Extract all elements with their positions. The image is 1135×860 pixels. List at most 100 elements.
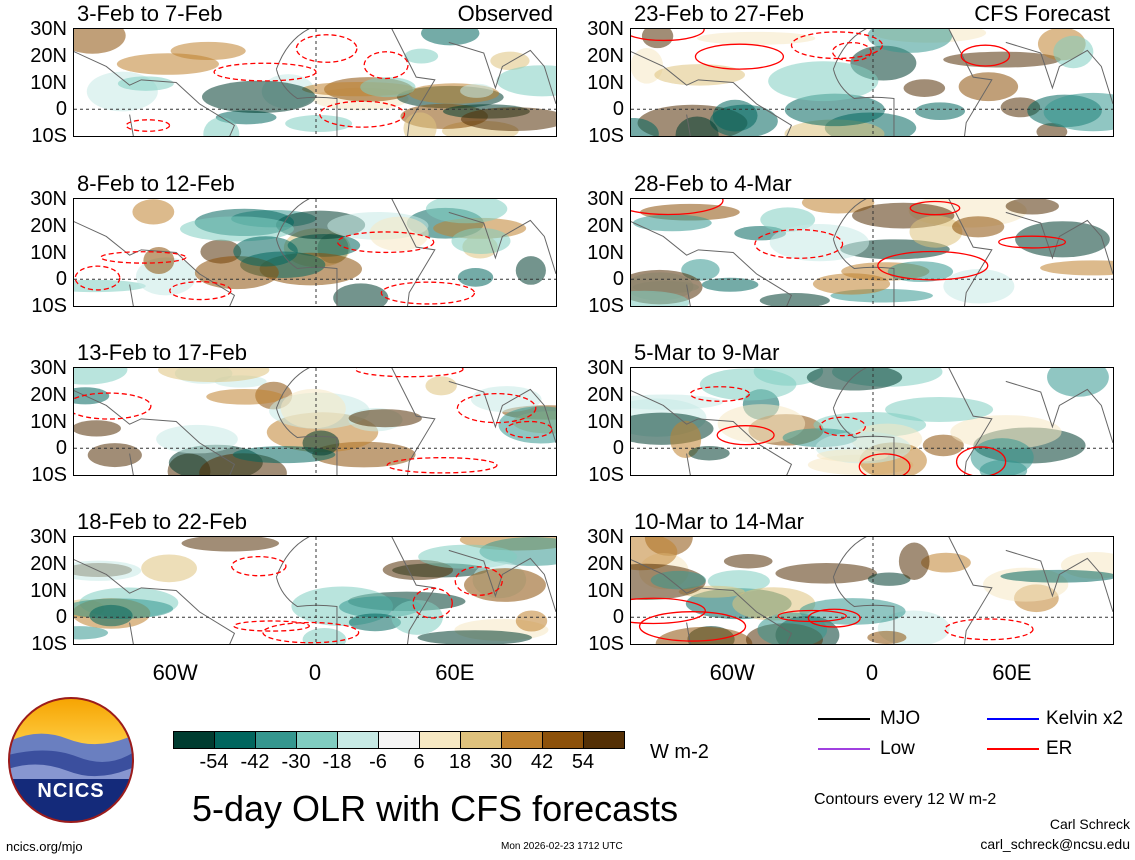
er-contour [233, 620, 310, 632]
colorbar-swatch [174, 732, 215, 748]
olr-anomaly-blob [460, 107, 556, 132]
coastline [275, 368, 436, 475]
er-contour [638, 611, 747, 642]
lat-tick-label: 0 [612, 98, 624, 121]
er-contour [295, 34, 358, 63]
er-contour [456, 392, 537, 424]
coastline [1005, 41, 1113, 105]
lat-tick-label: 30N [587, 526, 624, 548]
coastline [631, 221, 793, 306]
olr-anomaly-blob [655, 626, 753, 644]
olr-anomaly-blob [1000, 569, 1113, 583]
olr-anomaly-blob [816, 449, 889, 462]
panel-title: 10-Mar to 14-Mar [634, 509, 804, 534]
olr-anomaly-blob [1043, 92, 1113, 132]
er-contour [100, 251, 187, 264]
colorbar-label: 54 [571, 751, 595, 773]
coastline [448, 211, 556, 275]
olr-anomaly-blob [1053, 35, 1094, 69]
olr-anomaly-blob [421, 29, 480, 46]
colorbar-swatch [256, 732, 297, 748]
olr-anomaly-blob [903, 79, 946, 97]
source-url[interactable]: ncics.org/mjo [6, 839, 83, 854]
olr-anomaly-blob [457, 267, 494, 287]
olr-anomaly-blob [515, 610, 548, 632]
olr-anomaly-blob [201, 80, 316, 114]
lat-tick-label: 10N [587, 71, 624, 94]
er-contour [631, 29, 705, 42]
er-contour [262, 621, 360, 644]
olr-map-panel [73, 536, 557, 645]
olr-anomaly-blob [950, 415, 1062, 449]
coastline [631, 559, 793, 644]
coastline [74, 559, 236, 644]
er-contour [169, 281, 232, 301]
lat-tick-label: 10S [31, 295, 67, 317]
olr-anomaly-blob [89, 604, 133, 627]
lat-tick-label: 0 [55, 268, 67, 291]
coastline [74, 390, 236, 475]
colorbar-swatch [584, 732, 624, 748]
er-contour [831, 41, 872, 62]
panel-title: 3-Feb to 7-Feb [77, 1, 223, 26]
panel-title: 28-Feb to 4-Mar [634, 171, 792, 196]
olr-anomaly-blob [867, 572, 911, 586]
coastline [74, 221, 236, 306]
lat-tick-label: 10S [588, 633, 624, 655]
olr-anomaly-blob [812, 273, 891, 295]
olr-anomaly-blob [867, 630, 907, 644]
logo-text: NCICS [37, 780, 105, 802]
olr-anomaly-blob [425, 199, 508, 224]
er-contour [213, 62, 317, 82]
olr-anomaly-blob [654, 64, 746, 86]
olr-anomaly-blob [759, 293, 830, 306]
coastline [448, 549, 556, 613]
olr-anomaly-blob [74, 368, 128, 385]
contour-note: Contours every 12 W m-2 [814, 791, 997, 808]
olr-anomaly-blob [867, 29, 953, 53]
colorbar-label: -30 [281, 751, 311, 773]
er-contour [858, 453, 911, 475]
panel-title: 8-Feb to 12-Feb [77, 171, 235, 196]
olr-anomaly-blob [915, 102, 966, 120]
colorbar-label: -18 [322, 751, 352, 773]
lat-tick-label: 30N [587, 18, 624, 40]
er-contour [125, 119, 171, 132]
olr-anomaly-blob [631, 290, 690, 306]
olr-anomaly-blob [958, 72, 1019, 102]
colorbar-swatch [461, 732, 502, 748]
author-email[interactable]: carl_schreck@ncsu.edu [980, 836, 1130, 852]
colorbar-swatch [338, 732, 379, 748]
colorbar-swatch [420, 732, 461, 748]
olr-anomaly-blob [909, 215, 963, 248]
er-contour [790, 31, 883, 60]
coastline [1005, 549, 1113, 613]
er-contour [819, 416, 866, 437]
er-contour [386, 457, 498, 474]
olr-anomaly-blob [451, 227, 511, 255]
colorbar-swatch [215, 732, 256, 748]
coastline [832, 368, 993, 475]
olr-anomaly-blob [74, 420, 121, 437]
legend-mjo-label: MJO [880, 708, 921, 729]
olr-anomaly-blob [631, 394, 724, 410]
olr-anomaly-blob [404, 48, 439, 64]
olr-anomaly-blob [887, 261, 954, 283]
colorbar-units: W m-2 [650, 741, 709, 763]
olr-anomaly-blob [806, 368, 903, 391]
olr-anomaly-blob [885, 396, 994, 422]
er-contour [454, 566, 503, 596]
olr-anomaly-blob [117, 76, 174, 91]
olr-anomaly-blob [631, 537, 678, 571]
olr-anomaly-blob [74, 387, 110, 405]
olr-anomaly-blob [302, 430, 340, 456]
lat-tick-label: 20N [587, 552, 624, 575]
olr-anomaly-blob [784, 93, 886, 127]
olr-anomaly-blob [768, 61, 879, 102]
er-contour [631, 597, 706, 625]
lat-tick-label: 30N [587, 357, 624, 379]
olr-anomaly-blob [302, 627, 347, 644]
colorbar-label: 18 [448, 751, 472, 773]
lat-tick-label: 20N [30, 44, 67, 67]
